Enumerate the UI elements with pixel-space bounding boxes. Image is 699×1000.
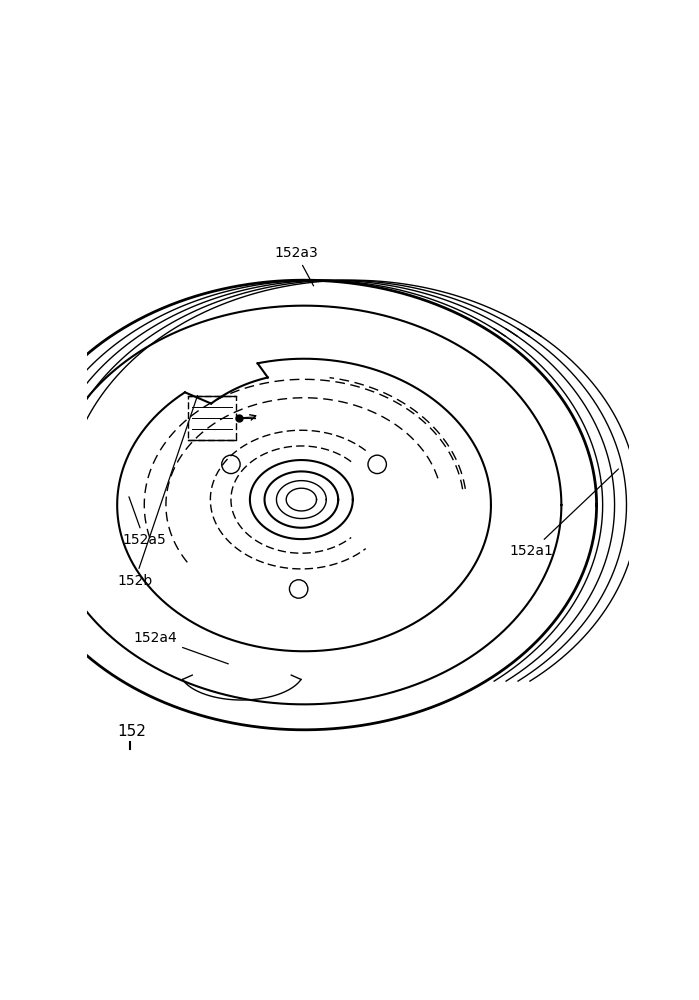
Text: 152a3: 152a3: [274, 246, 318, 286]
Text: 152: 152: [117, 724, 146, 739]
Text: 152a4: 152a4: [134, 631, 229, 664]
Text: 152a5: 152a5: [122, 497, 166, 547]
Text: 152b: 152b: [117, 395, 198, 588]
Text: 152a2: 152a2: [0, 999, 1, 1000]
Text: 152a1: 152a1: [510, 469, 619, 558]
